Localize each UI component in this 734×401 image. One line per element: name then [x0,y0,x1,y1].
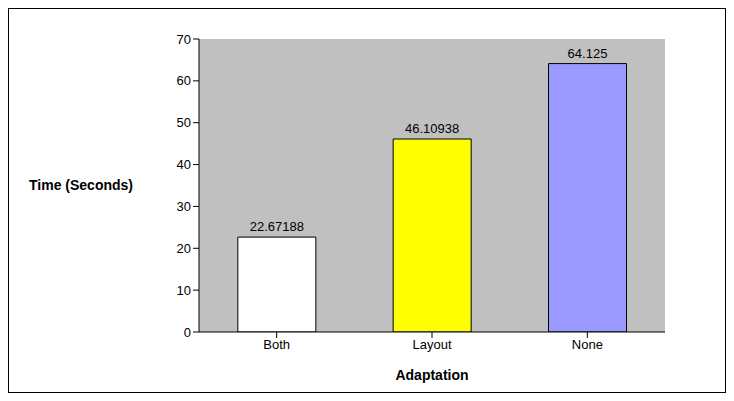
svg-text:0: 0 [184,325,191,340]
svg-text:70: 70 [177,32,191,47]
svg-text:64.125: 64.125 [568,46,608,61]
svg-text:Adaptation: Adaptation [395,367,468,383]
svg-text:40: 40 [177,157,191,172]
svg-text:30: 30 [177,199,191,214]
svg-text:None: None [572,337,603,352]
svg-text:Both: Both [263,337,290,352]
svg-text:10: 10 [177,283,191,298]
svg-text:60: 60 [177,73,191,88]
svg-text:Time (Seconds): Time (Seconds) [29,177,133,193]
svg-text:22.67188: 22.67188 [250,219,304,234]
svg-text:Layout: Layout [412,337,451,352]
svg-text:50: 50 [177,115,191,130]
svg-text:20: 20 [177,241,191,256]
svg-text:46.10938: 46.10938 [405,121,459,136]
